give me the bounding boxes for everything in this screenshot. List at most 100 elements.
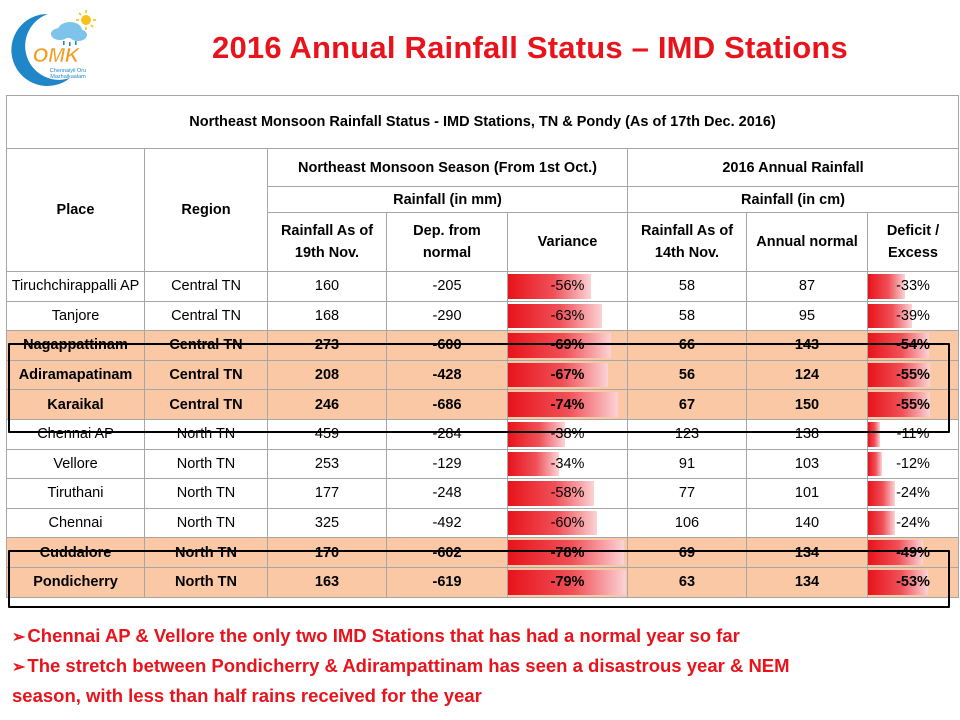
deficit-cell: -39% [866,300,960,332]
variance-bar [508,333,611,358]
cell-place: Chennai [6,507,145,539]
header-rain-nov19: Rainfall As of 19th Nov. [267,212,387,272]
header-dep-normal: Dep. from normal [386,212,508,272]
deficit-bar [868,421,881,447]
cell-dep: -205 [386,271,508,302]
variance-value: -69% [550,337,585,354]
header-annual-unit: Rainfall (in cm) [626,186,960,213]
variance-cell: -78% [507,537,628,568]
variance-value: -63% [550,307,585,324]
deficit-cell: -53% [866,566,960,598]
table-row: Adiramapatinam Central TN 208 -428 -67% 56 124… [6,359,960,391]
variance-value: -60% [550,515,585,532]
deficit-value: -12% [896,455,930,472]
cell-place: Adiramapatinam [6,359,145,391]
variance-value: -56% [550,278,585,295]
cell-rain-cm: 58 [627,300,747,332]
deficit-value: -54% [896,337,930,354]
cell-region: Central TN [144,389,268,420]
cell-dep: -686 [386,389,508,420]
deficit-cell: -33% [866,271,960,302]
variance-value: -78% [550,544,585,561]
table-row: Cuddalore North TN 170 -602 -78% 69 134 -49% [6,537,960,568]
variance-cell: -79% [507,566,628,598]
cell-place: Cuddalore [6,537,145,568]
variance-value: -79% [550,574,585,591]
variance-cell: -67% [507,359,628,391]
table-caption: Northeast Monsoon Rainfall Status - IMD … [5,95,960,149]
deficit-value: -55% [896,367,930,384]
deficit-cell: -55% [866,389,960,420]
deficit-cell: -12% [866,448,960,480]
variance-bar [508,421,565,447]
cell-normal-cm: 95 [746,300,868,332]
cell-rain-mm: 168 [267,300,387,332]
cell-region: North TN [144,566,268,598]
variance-cell: -63% [507,300,628,332]
deficit-bar [868,481,895,506]
deficit-cell: -24% [866,478,960,509]
notes: ➢ Chennai AP & Vellore the only two IMD S… [12,622,952,710]
table-row: Chennai North TN 325 -492 -60% 106 140 -24% [6,507,960,539]
logo-brand: OMK [33,45,81,67]
rainfall-table: Northeast Monsoon Rainfall Status - IMD … [5,95,960,598]
cell-normal-cm: 103 [746,448,868,480]
deficit-bar [868,362,930,388]
cell-normal-cm: 134 [746,566,868,598]
header-rain-nov14: Rainfall As of 14th Nov. [627,212,747,272]
cell-place: Vellore [6,448,145,480]
cell-normal-cm: 143 [746,330,868,361]
variance-bar [508,510,598,536]
logo-tagline-2: Mazhaikaalam [50,74,86,80]
deficit-value: -39% [896,307,930,324]
cell-dep: -600 [386,330,508,361]
header-deficit-excess: Deficit / Excess [866,212,960,272]
table-body: Tiruchchirappalli AP Central TN 160 -205 -56… [6,271,960,598]
cell-place: Tanjore [6,300,145,332]
cell-normal-cm: 124 [746,359,868,391]
cell-region: Central TN [144,330,268,361]
cell-rain-cm: 66 [627,330,747,361]
deficit-bar [868,392,930,417]
cell-rain-mm: 246 [267,389,387,420]
variance-value: -38% [550,426,585,443]
cell-rain-mm: 253 [267,448,387,480]
variance-cell: -60% [507,507,628,539]
note-2-continuation: season, with less than half rains receiv… [12,685,482,706]
cell-dep: -284 [386,418,508,450]
cell-region: Central TN [144,300,268,332]
variance-cell: -34% [507,448,628,480]
cell-rain-mm: 208 [267,359,387,391]
deficit-value: -55% [896,396,930,413]
deficit-bar [868,333,929,358]
deficit-cell: -49% [866,537,960,568]
table-row: Vellore North TN 253 -129 -34% 91 103 -12% [6,448,960,480]
cell-region: North TN [144,448,268,480]
cell-rain-mm: 170 [267,537,387,568]
cell-rain-mm: 163 [267,566,387,598]
arrow-bullet-icon: ➢ [12,629,26,646]
cell-place: Karaikal [6,389,145,420]
deficit-cell: -54% [866,330,960,361]
note-2: ➢ The stretch between Pondicherry & Adira… [12,655,790,676]
variance-cell: -38% [507,418,628,450]
table-row: Tanjore Central TN 168 -290 -63% 58 95 -39% [6,300,960,332]
cell-place: Tiruthani [6,478,145,509]
cell-place: Pondicherry [6,566,145,598]
variance-bar [508,481,595,506]
deficit-value: -24% [896,485,930,502]
logo-graphic: OMK Chennaiyil Oru Mazhaikaalam [11,10,96,86]
variance-value: -58% [550,485,585,502]
cell-region: North TN [144,507,268,539]
cell-dep: -492 [386,507,508,539]
header-place: Place [6,148,145,272]
table-row: Pondicherry North TN 163 -619 -79% 63 134 -53% [6,566,960,598]
cell-rain-cm: 106 [627,507,747,539]
table-row: Tiruthani North TN 177 -248 -58% 77 101 -24% [6,478,960,509]
variance-value: -74% [550,396,585,413]
header-nem-group: Northeast Monsoon Season (From 1st Oct.) [267,148,628,187]
cell-normal-cm: 101 [746,478,868,509]
page-title: 2016 Annual Rainfall Status – IMD Statio… [212,30,848,65]
logo-tagline-1: Chennaiyil Oru [50,68,86,74]
cell-rain-mm: 273 [267,330,387,361]
